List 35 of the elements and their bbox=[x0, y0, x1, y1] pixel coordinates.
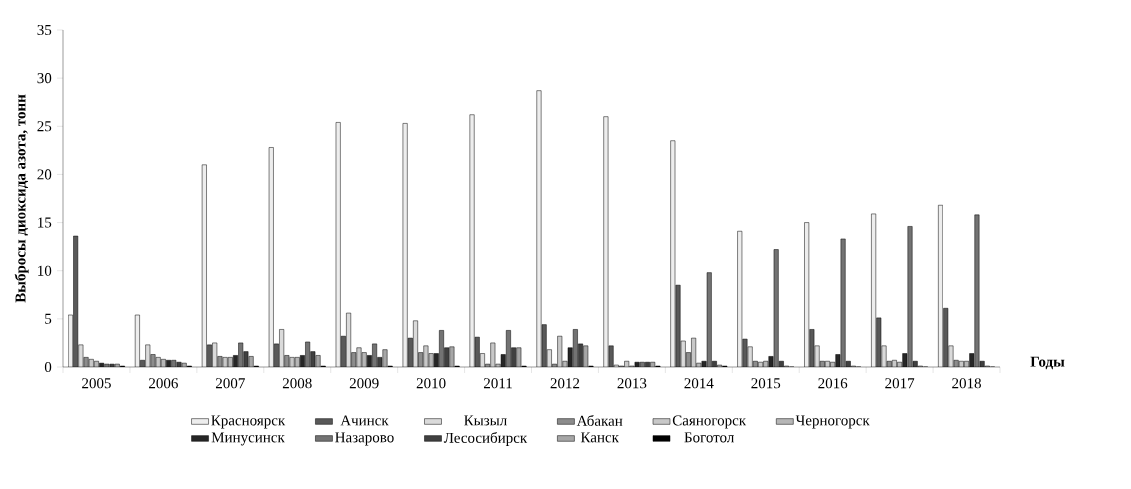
x-tick-label: 2015 bbox=[751, 378, 781, 389]
y-axis-title: Выбросы диоксида азота, тонн bbox=[14, 94, 29, 303]
x-tick-label: 2009 bbox=[349, 378, 379, 389]
y-tick-label: 30 bbox=[37, 73, 52, 84]
y-tick-label: 0 bbox=[44, 361, 52, 373]
x-tick-label: 2012 bbox=[550, 378, 580, 389]
x-axis-title: Годы bbox=[1030, 356, 1065, 370]
legend-label: Лесосибирск bbox=[443, 431, 528, 446]
x-tick-label: 2016 bbox=[818, 378, 848, 389]
x-tick-label: 2005 bbox=[82, 378, 111, 389]
legend-label: Черногорск bbox=[795, 415, 870, 429]
legend-label: Назарово bbox=[335, 432, 394, 446]
y-tick-label: 15 bbox=[38, 217, 52, 228]
legend-label: Минусинск bbox=[211, 432, 285, 446]
y-tick-label: 35 bbox=[37, 24, 52, 36]
legend-label: Саяногорск bbox=[672, 415, 747, 429]
y-tick-label: 10 bbox=[38, 265, 52, 276]
x-tick-label: 2007 bbox=[215, 378, 245, 389]
x-tick-label: 2013 bbox=[617, 378, 647, 389]
legend-label: Боготол bbox=[684, 432, 734, 443]
y-tick-label: 25 bbox=[37, 121, 52, 132]
x-tick-label: 2006 bbox=[149, 378, 178, 389]
x-tick-label: 2008 bbox=[282, 378, 312, 389]
legend-label: Ачинск bbox=[340, 415, 389, 426]
x-tick-label: 2018 bbox=[952, 378, 981, 389]
y-tick-label: 5 bbox=[45, 313, 52, 324]
y-tick-label: 20 bbox=[37, 169, 52, 180]
x-tick-label: 2011 bbox=[483, 378, 512, 389]
legend-label: Красноярск bbox=[211, 415, 286, 429]
x-tick-label: 2010 bbox=[416, 378, 446, 389]
legend-label: Канск bbox=[580, 432, 619, 443]
legend-label: Кызыл bbox=[464, 415, 507, 426]
legend-label: Абакан bbox=[576, 415, 623, 426]
x-tick-label: 2017 bbox=[885, 378, 915, 389]
x-tick-label: 2014 bbox=[684, 378, 714, 389]
